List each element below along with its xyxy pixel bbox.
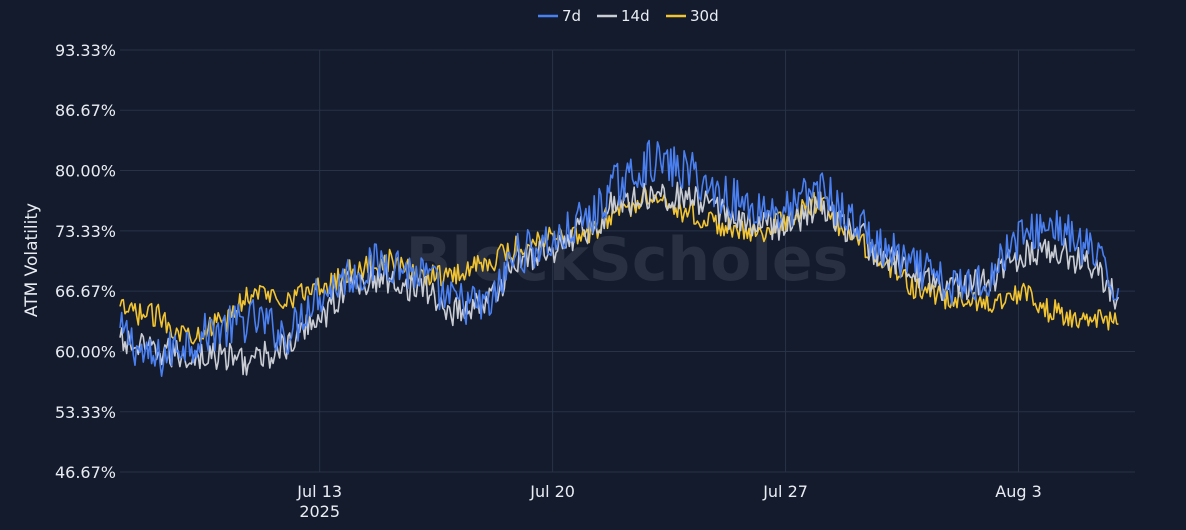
- series-lines: [119, 139, 1120, 377]
- y-tick-label: 60.00%: [55, 342, 116, 361]
- y-axis-ticks: 46.67% 53.33% 60.00% 66.67% 73.33% 80.00% 86.6…: [55, 41, 116, 482]
- y-tick-label: 93.33%: [55, 41, 116, 60]
- x-tick-label: Jul 20: [529, 482, 575, 501]
- y-tick-label: 80.00%: [55, 162, 116, 181]
- y-axis-title: ATM Volatility: [22, 203, 42, 317]
- y-tick-label: 66.67%: [55, 282, 116, 301]
- legend-label-7d[interactable]: 7d: [562, 7, 581, 25]
- y-tick-label: 73.33%: [55, 222, 116, 241]
- x-tick-sublabel: 2025: [299, 502, 340, 521]
- y-tick-label: 53.33%: [55, 403, 116, 422]
- y-tick-label: 86.67%: [55, 101, 116, 120]
- x-tick-label: Jul 13: [296, 482, 342, 501]
- series-line-7d: [119, 139, 1120, 377]
- y-tick-label: 46.67%: [55, 463, 116, 482]
- legend-label-14d[interactable]: 14d: [621, 7, 650, 25]
- legend-label-30d[interactable]: 30d: [690, 7, 719, 25]
- x-tick-label: Aug 3: [995, 482, 1042, 501]
- legend: 7d 14d 30d: [538, 7, 719, 25]
- x-tick-label: Jul 27: [762, 482, 808, 501]
- watermark: BlockScholes: [406, 225, 849, 295]
